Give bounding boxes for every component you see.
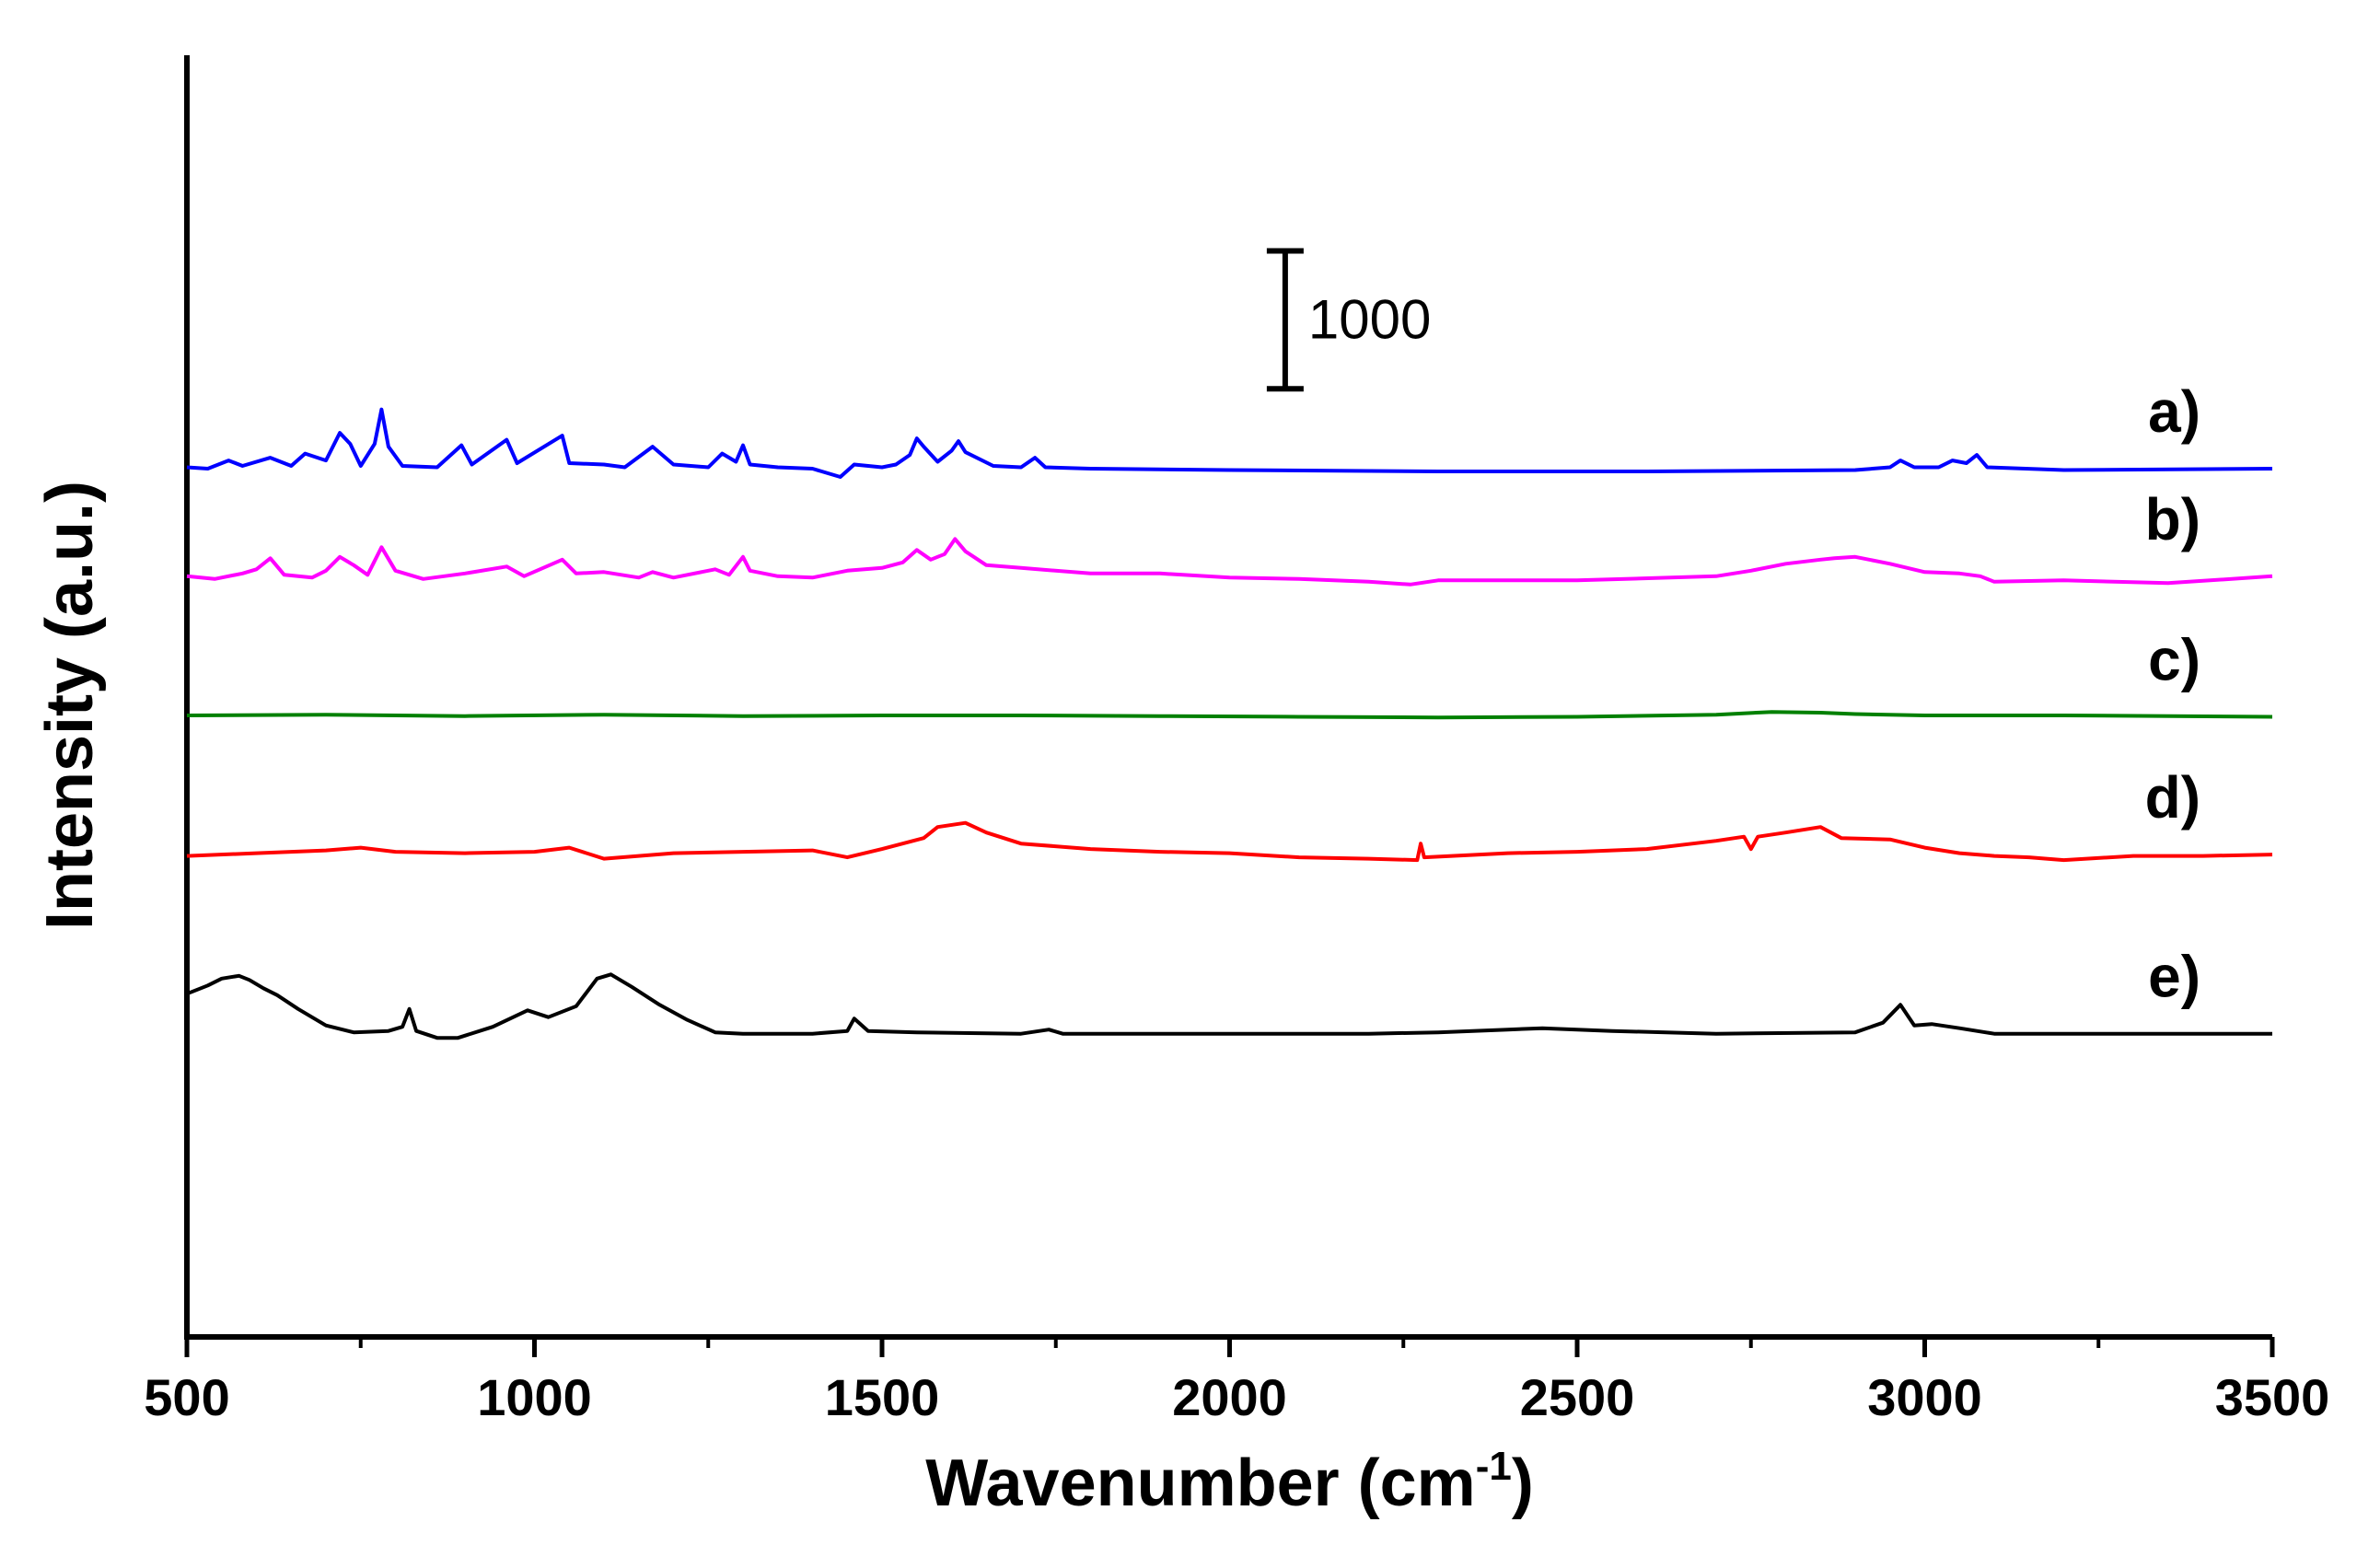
x-tick-labels: 500 1000 1500 2000 2500 3000 3500 [144,1368,2329,1426]
series-label-4: d) [2145,764,2200,831]
series-line-3 [186,710,2273,720]
x-axis-title: Wavenumber (cm-1) [925,1444,1534,1520]
series-label-1: a) [2148,378,2200,445]
x-tick-label-2000: 2000 [1172,1368,1287,1426]
series-line-2 [186,537,2273,587]
series-label-5: e) [2148,944,2200,1010]
x-axis-title-suffix: ) [1512,1447,1534,1520]
series-lines [186,407,2273,1040]
series-labels: a) b) c) d) e) [2145,378,2200,1010]
x-tick-label-500: 500 [144,1368,229,1426]
x-axis-title-main: Wavenumber (cm [925,1447,1475,1520]
x-tick-label-1000: 1000 [477,1368,592,1426]
x-tick-label-2500: 2500 [1520,1368,1635,1426]
axes [184,55,2272,1340]
scale-bar: 1000 [1266,248,1431,392]
scale-bar-label: 1000 [1308,288,1431,350]
series-line-4 [186,820,2273,863]
series-line-5 [186,972,2272,1040]
x-tick-label-3500: 3500 [2215,1368,2330,1426]
y-axis-title: Intensity (a.u.) [33,481,107,930]
series-line-1 [186,407,2273,479]
x-axis-title-superscript: -1 [1476,1444,1512,1489]
x-tick-label-3000: 3000 [1867,1368,1982,1426]
series-label-2: b) [2145,486,2200,552]
series-label-3: c) [2148,626,2200,692]
x-ticks [184,1337,2275,1357]
x-tick-label-1500: 1500 [825,1368,940,1426]
